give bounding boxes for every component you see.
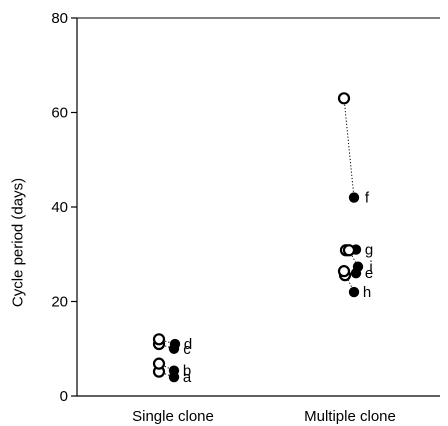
y-tick-label: 40 [51,199,68,216]
point-label: f [365,190,370,207]
open-marker [152,357,166,370]
filled-marker [352,261,364,272]
x-category-label: Multiple clone [304,408,396,425]
axes: 0 20 40 60 80 Single clone Multiple clone [51,10,440,425]
y-tick-label: 0 [60,388,68,405]
y-axis-title: Cycle period (days) [9,177,27,308]
point-label: e [365,265,373,282]
connector-line [343,98,355,198]
point-label: h [363,284,371,301]
point-label: b [183,363,191,380]
point-label: c [183,341,191,358]
open-marker [337,265,351,278]
point-label: d [184,336,192,353]
open-marker [152,333,166,346]
x-category-label: Single clone [132,408,214,425]
y-tick-label: 60 [51,105,68,122]
y-tick-label: 80 [51,10,68,27]
filled-marker [348,192,360,203]
open-marker [337,92,351,105]
open-marker [342,244,356,257]
filled-marker [169,338,181,350]
point-label: a [183,369,192,386]
y-tick-label: 20 [51,294,68,311]
filled-marker [348,286,360,298]
point-label: i [369,259,372,276]
filled-marker [168,365,180,376]
markers [152,92,364,383]
point-label: g [365,242,373,259]
